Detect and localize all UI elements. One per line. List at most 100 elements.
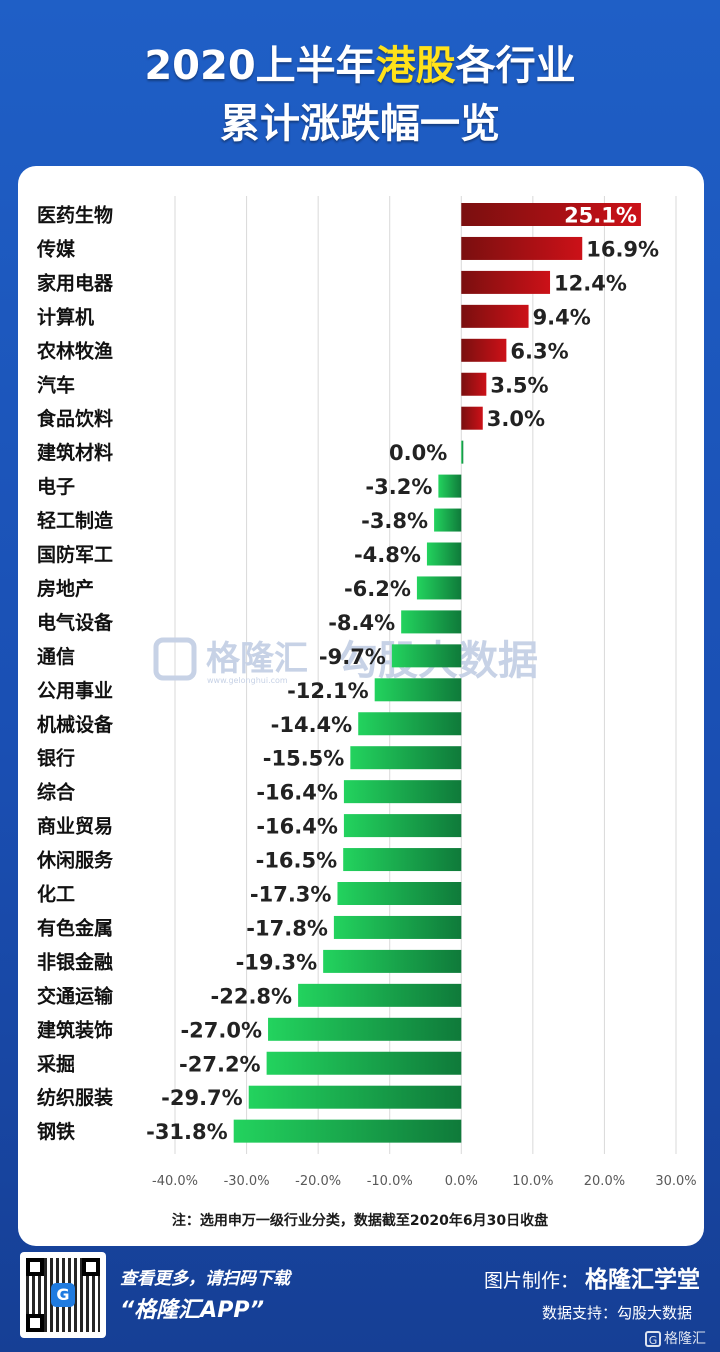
category-label: 采掘 xyxy=(37,1052,75,1075)
bar-negative xyxy=(337,882,462,905)
title-highlight: 港股 xyxy=(375,43,456,89)
category-label: 轻工制造 xyxy=(37,509,114,532)
data-label: 0.0% xyxy=(389,441,447,465)
bar-negative xyxy=(298,983,462,1007)
bar-positive xyxy=(461,203,641,226)
category-label: 机械设备 xyxy=(37,713,114,736)
category-label: 综合 xyxy=(37,781,76,804)
category-label: 建筑装饰 xyxy=(37,1018,113,1041)
data-label: -27.2% xyxy=(179,1052,261,1076)
category-label: 电气设备 xyxy=(37,611,114,634)
category-label: 商业贸易 xyxy=(37,815,113,838)
category-label: 银行 xyxy=(37,747,75,770)
chart-title-line1: 2020上半年港股各行业 xyxy=(0,40,720,92)
x-tick-label: -20.0% xyxy=(295,1174,341,1189)
x-tick-label: 20.0% xyxy=(584,1174,625,1189)
bar-negative xyxy=(461,440,464,464)
x-tick-label: 10.0% xyxy=(512,1174,553,1189)
x-tick-label: -10.0% xyxy=(367,1174,413,1189)
data-label: -22.8% xyxy=(211,984,293,1008)
category-label: 非银金融 xyxy=(37,950,113,973)
watermark-text-left: 格隆汇 xyxy=(206,639,308,679)
data-label: -9.7% xyxy=(319,645,386,669)
bar-negative xyxy=(343,780,462,804)
qr-finder-bl xyxy=(26,1314,44,1332)
bar-positive xyxy=(461,406,483,430)
qr-finder-tr xyxy=(82,1258,100,1276)
bar-negative xyxy=(248,1085,462,1109)
bar-chart: -40.0% -30.0% -20.0% -10.0% 0.0% 10.0% 20.0% 30… xyxy=(36,196,697,1189)
data-label: -3.2% xyxy=(365,475,432,499)
category-label: 传媒 xyxy=(36,237,76,260)
bar-negative xyxy=(343,848,462,872)
watermark-url: www.gelonghui.com xyxy=(207,676,288,685)
watermark-logo-icon xyxy=(153,637,197,681)
data-label: -16.4% xyxy=(256,815,338,839)
bar-negative xyxy=(401,610,462,634)
footer: G 查看更多，请扫码下载 “格隆汇APP” 图片制作： 格隆汇学堂 数据支持：勾… xyxy=(0,1246,720,1352)
bar-negative xyxy=(323,949,462,973)
category-label: 建筑材料 xyxy=(37,441,113,464)
x-tick-label: -30.0% xyxy=(224,1174,270,1189)
footer-watermark-text: 格隆汇 xyxy=(664,1331,706,1347)
data-label: 12.4% xyxy=(554,271,627,295)
category-label: 公用事业 xyxy=(37,679,113,702)
data-label: 3.0% xyxy=(487,407,545,431)
bar-positive xyxy=(461,338,507,362)
bar-negative xyxy=(438,474,462,498)
data-label: 9.4% xyxy=(533,305,591,329)
data-label: -14.4% xyxy=(271,713,353,737)
data-note: 注：选用申万一级行业分类，数据截至2020年6月30日收盘 xyxy=(171,1213,549,1229)
x-tick-label: 0.0% xyxy=(445,1174,478,1189)
title-prefix: 2020上半年 xyxy=(144,43,376,89)
bar-negative xyxy=(350,746,462,770)
qr-finder-tl xyxy=(26,1258,44,1276)
made-by: 图片制作： 格隆汇学堂 xyxy=(484,1260,700,1294)
footer-cta: 查看更多，请扫码下载 xyxy=(120,1269,290,1289)
category-label: 汽车 xyxy=(37,373,75,396)
data-label: 16.9% xyxy=(586,237,659,261)
gelonghui-logo-icon: G xyxy=(645,1331,661,1347)
chart-title-line2: 累计涨跌幅一览 xyxy=(220,101,500,147)
chart-panel: -40.0% -30.0% -20.0% -10.0% 0.0% 10.0% 20.0% 30… xyxy=(18,166,704,1246)
bar-negative xyxy=(358,712,462,736)
data-label: -27.0% xyxy=(180,1018,262,1042)
data-label: -19.3% xyxy=(236,950,318,974)
qr-code[interactable]: G xyxy=(20,1252,106,1338)
bar-negative xyxy=(426,542,462,566)
data-support: 数据支持：勾股大数据 xyxy=(541,1304,692,1322)
data-label: -31.8% xyxy=(146,1120,228,1144)
data-label: -16.4% xyxy=(256,781,338,805)
category-label: 交通运输 xyxy=(37,984,114,1007)
bar-negative xyxy=(266,1051,462,1075)
bar-negative xyxy=(374,678,462,702)
bar-positive xyxy=(461,236,583,260)
x-tick-label: -40.0% xyxy=(152,1174,198,1189)
category-label: 电子 xyxy=(37,475,75,498)
data-label: 25.1% xyxy=(564,204,637,228)
category-label: 休闲服务 xyxy=(36,849,114,872)
data-label: -3.8% xyxy=(361,509,428,533)
data-label: -6.2% xyxy=(344,577,411,601)
data-label: -16.5% xyxy=(256,849,338,873)
category-label: 农林牧渔 xyxy=(36,339,113,362)
bar-negative xyxy=(391,644,462,668)
bar-positive xyxy=(461,270,551,294)
footer-app-name[interactable]: “格隆汇APP” xyxy=(120,1298,265,1323)
data-label: -17.8% xyxy=(246,916,328,940)
category-label: 计算机 xyxy=(37,305,94,328)
category-label: 钢铁 xyxy=(37,1120,75,1143)
footer-watermark: G 格隆汇 xyxy=(645,1328,706,1348)
brand-name: 格隆汇学堂 xyxy=(585,1267,700,1293)
category-label: 有色金属 xyxy=(37,916,113,939)
bar-negative xyxy=(233,1119,462,1143)
category-label: 医药生物 xyxy=(37,204,113,227)
data-label: -17.3% xyxy=(250,883,332,907)
bar-negative xyxy=(268,1017,462,1041)
category-label: 国防军工 xyxy=(37,543,113,566)
data-label: -4.8% xyxy=(354,543,421,567)
category-label: 纺织服装 xyxy=(37,1086,113,1109)
data-label: -12.1% xyxy=(287,679,369,703)
bar-negative xyxy=(434,508,462,532)
data-label: 3.5% xyxy=(490,373,548,397)
